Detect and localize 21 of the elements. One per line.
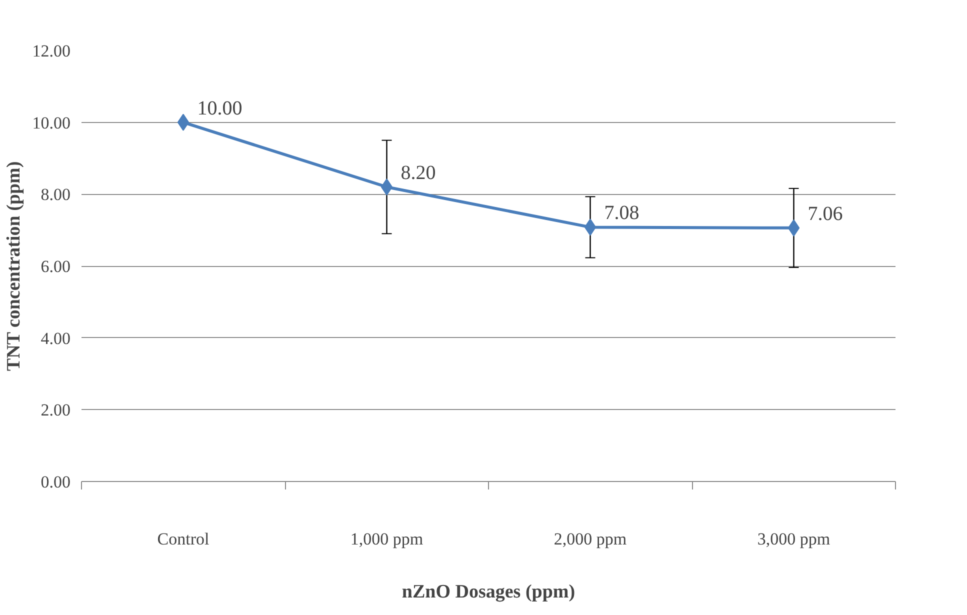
y-tick-label: 2.00 (40, 400, 70, 420)
y-tick-label: 10.00 (32, 113, 70, 132)
x-axis-title: nZnO Dosages (ppm) (402, 582, 576, 602)
y-tick-label: 0.00 (40, 472, 70, 492)
point (380, 178, 393, 196)
y-tick-label: 6.00 (40, 257, 70, 276)
y-tick-label: 4.00 (40, 328, 70, 348)
point (177, 114, 190, 131)
data-label: 8.20 (400, 162, 436, 184)
x-tick-label: 1,000 ppm (350, 530, 424, 548)
x-tick-label: 3,000 ppm (757, 530, 830, 548)
y-axis-title: TNT concentration (ppm) (3, 161, 24, 372)
data-label: 7.06 (808, 202, 843, 225)
data-label: 7.08 (604, 202, 640, 224)
point (584, 218, 596, 236)
x-tick-label: 2,000 ppm (554, 530, 627, 548)
point (788, 219, 800, 236)
y-tick-label: 8.00 (40, 185, 70, 204)
x-tick-label: Control (157, 530, 210, 548)
data-label: 10.00 (197, 97, 242, 120)
y-tick-label: 12.00 (32, 42, 70, 60)
